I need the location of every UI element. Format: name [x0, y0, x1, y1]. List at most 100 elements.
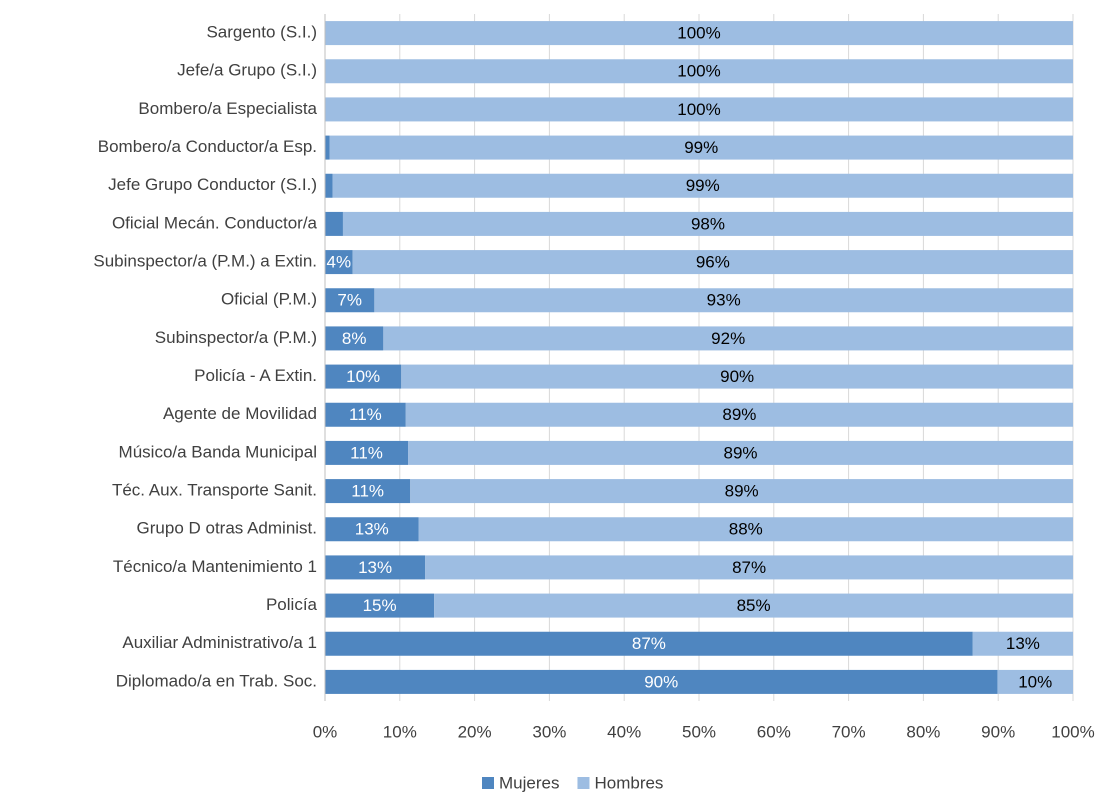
- data-label: 96%: [696, 253, 730, 272]
- data-label: 100%: [677, 62, 720, 81]
- data-label: 7%: [337, 291, 362, 310]
- legend-marker: [482, 777, 494, 789]
- x-tick-label: 40%: [607, 722, 641, 741]
- bar-segment: [325, 593, 435, 618]
- data-label: 8%: [342, 329, 367, 348]
- bar-segment: [405, 402, 1073, 427]
- data-label: 85%: [737, 596, 771, 615]
- y-tick-label: Subinspector/a (P.M.): [155, 328, 317, 347]
- bar-segment: [325, 669, 998, 694]
- data-label: 99%: [684, 138, 718, 157]
- bar-segment: [325, 135, 330, 160]
- x-tick-label: 0%: [313, 722, 338, 741]
- y-tick-label: Grupo D otras Administ.: [137, 519, 317, 538]
- data-label: 11%: [349, 405, 382, 424]
- x-tick-label: 100%: [1051, 722, 1094, 741]
- bar-segment: [325, 517, 419, 542]
- data-label: 11%: [351, 482, 384, 501]
- bar-segment: [408, 440, 1073, 465]
- x-tick-label: 20%: [458, 722, 492, 741]
- bar-segment: [325, 288, 375, 313]
- data-label: 4%: [327, 253, 352, 272]
- y-tick-label: Téc. Aux. Transporte Sanit.: [112, 481, 317, 500]
- x-tick-label: 60%: [757, 722, 791, 741]
- data-label: 100%: [677, 24, 720, 43]
- bar-segment: [434, 593, 1073, 618]
- data-label: 89%: [722, 405, 756, 424]
- data-label: 90%: [644, 672, 678, 691]
- y-tick-label: Diplomado/a en Trab. Soc.: [116, 671, 317, 690]
- data-label: 90%: [720, 367, 754, 386]
- bar-segment: [425, 555, 1073, 580]
- y-tick-label: Sargento (S.I.): [206, 23, 317, 42]
- bar-segment: [325, 211, 343, 236]
- data-label: 89%: [725, 482, 759, 501]
- x-tick-label: 50%: [682, 722, 716, 741]
- data-label: 87%: [632, 634, 666, 653]
- data-label: 11%: [350, 443, 383, 462]
- y-tick-label: Jefe/a Grupo (S.I.): [177, 61, 317, 80]
- bar-segment: [325, 250, 353, 275]
- y-tick-label: Oficial Mecán. Conductor/a: [112, 213, 318, 232]
- y-tick-label: Técnico/a Mantenimiento 1: [113, 557, 317, 576]
- bar-segment: [325, 440, 409, 465]
- data-label: 99%: [686, 176, 720, 195]
- bar-segment: [332, 173, 1074, 198]
- data-label: 15%: [363, 596, 397, 615]
- data-label: 93%: [707, 291, 741, 310]
- data-label: 92%: [711, 329, 745, 348]
- bar-segment: [325, 631, 973, 656]
- bar-segment: [972, 631, 1073, 656]
- data-label: 13%: [1006, 634, 1040, 653]
- y-tick-label: Agente de Movilidad: [163, 404, 317, 423]
- bar-segment: [418, 517, 1073, 542]
- y-tick-label: Auxiliar Administrativo/a 1: [122, 633, 317, 652]
- y-tick-label: Policía - A Extin.: [194, 366, 317, 385]
- bar-segment: [325, 555, 426, 580]
- grid: [324, 14, 1074, 701]
- data-label: 10%: [346, 367, 380, 386]
- bar-segment: [342, 211, 1073, 236]
- x-tick-label: 70%: [832, 722, 866, 741]
- y-tick-label: Oficial (P.M.): [221, 290, 317, 309]
- bars: [325, 21, 1074, 694]
- data-label: 100%: [677, 100, 720, 119]
- bar-segment: [325, 173, 333, 198]
- bar-segment: [410, 479, 1074, 504]
- data-label: 10%: [1018, 672, 1052, 691]
- bar-segment: [325, 59, 1073, 84]
- bar-segment: [325, 364, 402, 389]
- labels: 0% 10% 20% 30% 40% 50% 60% 70% 80% 90% 100% Sargent…: [93, 23, 1094, 793]
- bar-segment: [374, 288, 1073, 313]
- y-tick-label: Bombero/a Especialista: [138, 99, 317, 118]
- bar-segment: [325, 97, 1073, 122]
- bar-segment: [352, 250, 1073, 275]
- data-label: 13%: [358, 558, 392, 577]
- y-tick-label: Jefe Grupo Conductor (S.I.): [108, 175, 317, 194]
- y-tick-label: Bombero/a Conductor/a Esp.: [98, 137, 317, 156]
- bar-segment: [325, 326, 384, 351]
- bar-segment: [401, 364, 1073, 389]
- bar-segment: [997, 669, 1073, 694]
- y-tick-label: Policía: [266, 595, 318, 614]
- x-tick-label: 80%: [906, 722, 940, 741]
- data-label: 13%: [355, 520, 389, 539]
- bar-segment: [325, 402, 406, 427]
- data-label: 89%: [723, 443, 757, 462]
- x-tick-label: 30%: [532, 722, 566, 741]
- y-tick-label: Subinspector/a (P.M.) a Extin.: [93, 252, 317, 271]
- bar-segment: [329, 135, 1073, 160]
- bar-segment: [325, 21, 1073, 46]
- data-label: 98%: [691, 214, 725, 233]
- legend-label: Hombres: [594, 773, 663, 792]
- bar-segment: [383, 326, 1073, 351]
- x-tick-label: 90%: [981, 722, 1015, 741]
- x-tick-label: 10%: [383, 722, 417, 741]
- legend-marker: [577, 777, 590, 789]
- bar-segment: [325, 479, 411, 504]
- data-label: 88%: [729, 520, 763, 539]
- legend-label: Mujeres: [499, 773, 559, 792]
- data-label: 87%: [732, 558, 766, 577]
- y-tick-label: Músico/a Banda Municipal: [119, 442, 317, 461]
